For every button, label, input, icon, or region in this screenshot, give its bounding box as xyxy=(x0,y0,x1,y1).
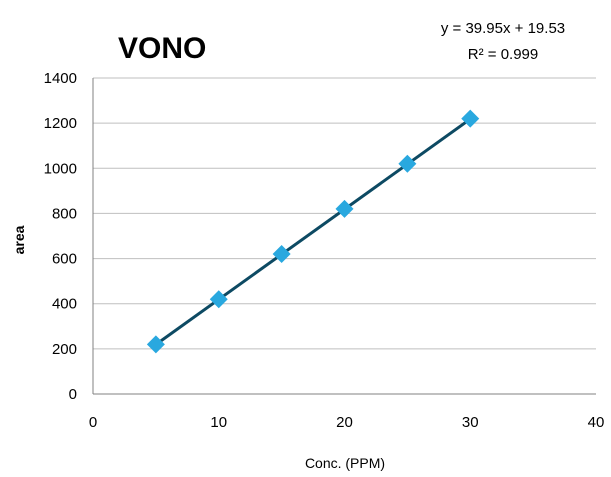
x-tick-label: 10 xyxy=(210,414,227,431)
y-tick-label: 0 xyxy=(69,386,77,403)
y-tick-label: 1000 xyxy=(44,160,77,177)
x-tick-label: 30 xyxy=(462,414,479,431)
x-tick-labels: 0 10 20 30 40 xyxy=(89,414,605,431)
chart-title: VONO xyxy=(118,32,206,65)
data-point xyxy=(335,199,354,218)
data-point xyxy=(272,245,291,264)
y-tick-label: 400 xyxy=(52,296,77,313)
data-point xyxy=(209,290,228,309)
y-tick-label: 200 xyxy=(52,341,77,358)
y-axis-label: area xyxy=(11,225,27,254)
y-tick-label: 600 xyxy=(52,251,77,268)
trendline-equation: y = 39.95x + 19.53 xyxy=(441,20,565,37)
x-axis-label: Conc. (PPM) xyxy=(305,455,385,471)
gridlines xyxy=(93,77,596,350)
x-tick-label: 0 xyxy=(89,414,97,431)
y-tick-label: 800 xyxy=(52,205,77,222)
data-point xyxy=(461,109,480,128)
x-tick-label: 40 xyxy=(588,414,605,431)
x-tick-label: 20 xyxy=(336,414,353,431)
r-squared-label: R² = 0.999 xyxy=(468,46,538,63)
data-point xyxy=(146,335,165,354)
y-tick-labels: 0 200 400 600 800 1000 1200 1400 xyxy=(44,70,77,403)
data-points xyxy=(146,109,480,354)
y-tick-label: 1400 xyxy=(44,70,77,87)
y-tick-label: 1200 xyxy=(44,115,77,132)
data-point xyxy=(398,154,417,173)
trendline xyxy=(155,117,472,346)
